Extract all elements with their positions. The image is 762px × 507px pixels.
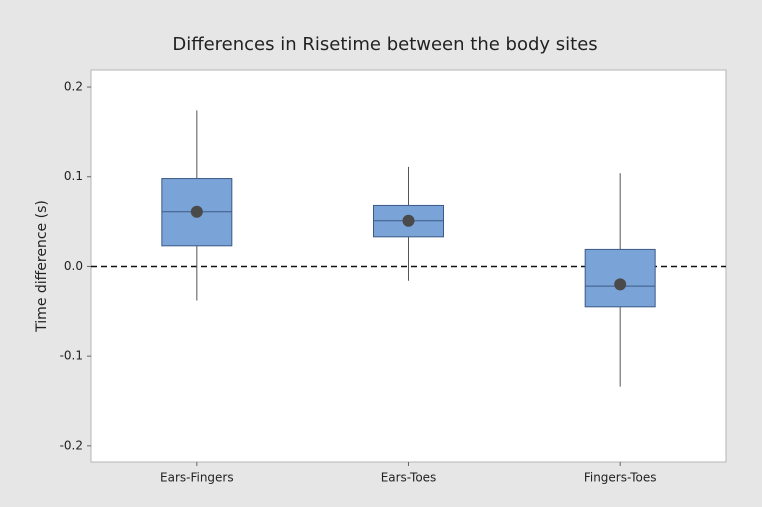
mean-dot: [402, 214, 415, 227]
x-tick-label: Ears-Toes: [381, 471, 437, 485]
box: [584, 248, 656, 308]
y-tick-label: 0.1: [64, 169, 83, 183]
chart-title: Differences in Risetime between the body…: [172, 34, 597, 55]
y-tick-label: -0.1: [60, 349, 83, 363]
y-tick-label: -0.2: [60, 438, 83, 452]
mean-dot: [614, 278, 627, 291]
mean-dot: [190, 205, 203, 218]
y-tick-label: 0.2: [64, 80, 83, 94]
y-axis-label: Time difference (s): [34, 200, 50, 333]
y-tick-label: 0.0: [64, 259, 83, 273]
x-tick-label: Ears-Fingers: [160, 471, 234, 485]
x-tick-label: Fingers-Toes: [584, 471, 657, 485]
